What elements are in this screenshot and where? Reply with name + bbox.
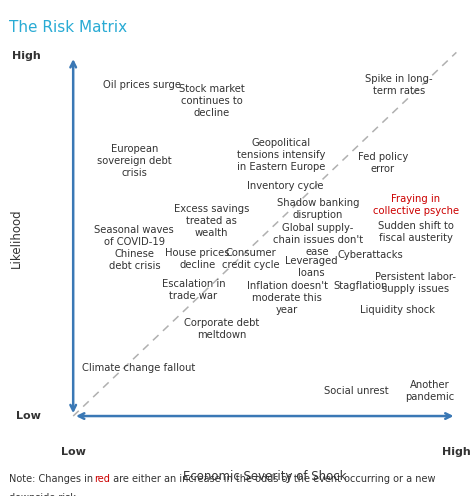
Text: House prices
decline: House prices decline [165,248,230,270]
Text: Fraying in
collective psyche: Fraying in collective psyche [373,194,459,216]
Text: Excess savings
treated as
wealth: Excess savings treated as wealth [174,204,249,238]
Text: Cyberattacks: Cyberattacks [338,250,404,260]
Text: Stagflation: Stagflation [333,281,388,292]
Text: High: High [442,447,471,457]
Text: Shadow banking
disruption: Shadow banking disruption [276,198,359,220]
Text: are either an increase in the odds of the event occurring or a new: are either an increase in the odds of th… [110,474,436,484]
Text: Leveraged
loans: Leveraged loans [285,256,338,278]
Text: Sudden shift to
fiscal austerity: Sudden shift to fiscal austerity [378,221,454,243]
Text: Liquidity shock: Liquidity shock [360,305,435,314]
Text: Escalation in
trade war: Escalation in trade war [162,279,225,301]
Text: Climate change fallout: Climate change fallout [82,363,195,372]
Text: Inflation doesn't
moderate this
year: Inflation doesn't moderate this year [246,281,328,315]
Text: Likelihood: Likelihood [9,208,23,268]
Text: Stock market
continues to
decline: Stock market continues to decline [179,84,245,118]
Text: Persistent labor-
supply issues: Persistent labor- supply issues [375,272,456,294]
Text: Note: Changes in: Note: Changes in [9,474,97,484]
Text: red: red [94,474,109,484]
Text: European
sovereign debt
crisis: European sovereign debt crisis [97,144,172,178]
Text: High: High [12,51,41,61]
Text: Global supply-
chain issues don't
ease: Global supply- chain issues don't ease [273,223,363,257]
Text: Fed policy
error: Fed policy error [358,152,408,174]
Text: Low: Low [16,411,41,421]
Text: Corporate debt
meltdown: Corporate debt meltdown [184,318,260,340]
Text: Consumer
credit cycle: Consumer credit cycle [222,248,279,270]
Text: Spike in long-
term rates: Spike in long- term rates [365,74,433,96]
Text: The Risk Matrix: The Risk Matrix [9,20,128,35]
Text: downside risk: downside risk [9,493,76,496]
Text: Economic Severity of Shock: Economic Severity of Shock [183,470,346,483]
Text: Another
pandemic: Another pandemic [405,380,455,402]
Text: Oil prices surge: Oil prices surge [103,80,182,90]
Text: Low: Low [61,447,86,457]
Text: Seasonal waves
of COVID-19
Chinese
debt crisis: Seasonal waves of COVID-19 Chinese debt … [94,225,174,271]
Text: Inventory cycle: Inventory cycle [247,181,323,191]
Text: Social unrest: Social unrest [324,386,389,396]
Text: Geopolitical
tensions intensify
in Eastern Europe: Geopolitical tensions intensify in Easte… [237,138,325,172]
